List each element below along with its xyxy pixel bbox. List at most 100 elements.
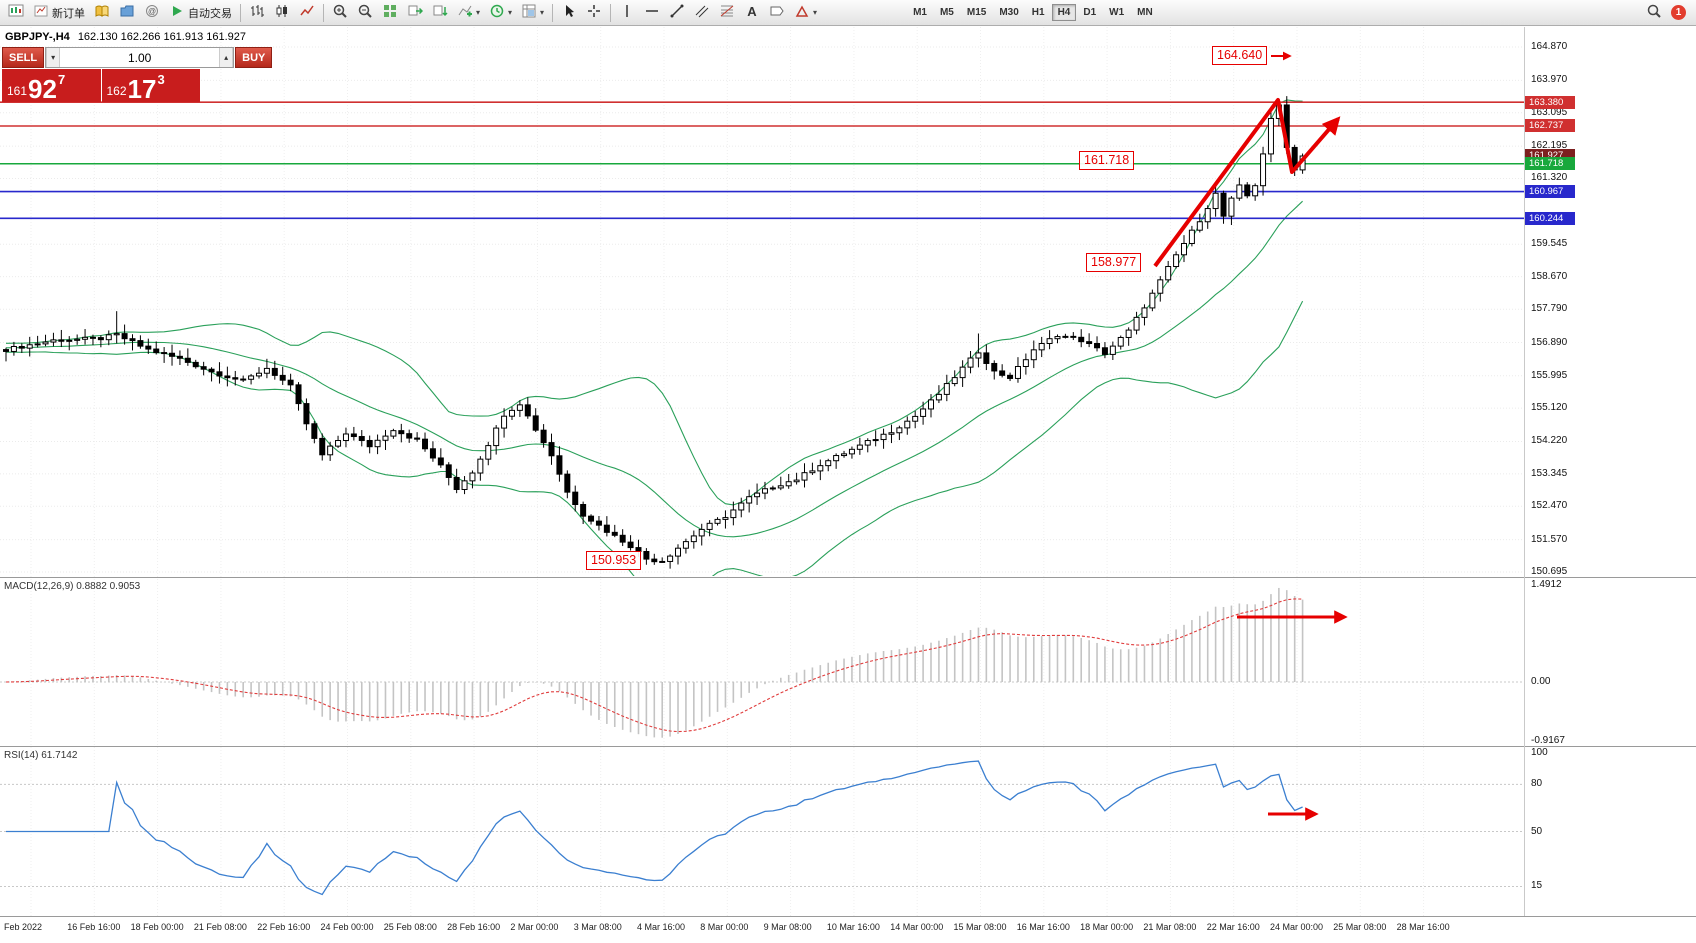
- new-order-label: 新订单: [52, 7, 85, 20]
- new-chart-button[interactable]: [4, 2, 28, 24]
- chart-header: GBPJPY-,H4 162.130 162.266 161.913 161.92…: [5, 31, 246, 43]
- indicators-button[interactable]: ▾: [453, 2, 484, 24]
- rsi-axis-label: 100: [1531, 747, 1548, 758]
- price-tick: 161.320: [1531, 172, 1568, 184]
- candle-chart-mode-button[interactable]: [270, 2, 294, 24]
- sell-price-main: 161: [7, 84, 28, 98]
- timeframe-d1-button[interactable]: D1: [1077, 4, 1102, 21]
- auto-trading-label: 自动交易: [188, 7, 232, 20]
- timeframe-mn-button[interactable]: MN: [1131, 4, 1159, 21]
- expert-icon: @: [144, 3, 160, 22]
- time-label: 18 Mar 00:00: [1080, 922, 1134, 932]
- chevron-down-icon: ▾: [508, 8, 513, 17]
- candles: [3, 96, 1306, 569]
- volume-control: ▾ ▴: [45, 47, 235, 68]
- price-annotation[interactable]: 158.977: [1086, 253, 1142, 272]
- ohlc-values: 162.130 162.266 161.913 161.927: [77, 31, 247, 43]
- equidistant-channel-button[interactable]: [690, 2, 714, 24]
- timeframe-m1-button[interactable]: M1: [907, 4, 933, 21]
- text-button[interactable]: A: [740, 2, 764, 24]
- buy-price-display[interactable]: 162 17 3: [101, 69, 200, 102]
- macd-axis-label: -0.9167: [1531, 735, 1565, 747]
- linechart-icon: [299, 3, 315, 22]
- templates-button[interactable]: ▾: [517, 2, 548, 24]
- volume-decrement-button[interactable]: ▾: [46, 48, 61, 67]
- price-axis[interactable]: 164.870 163.970 163.095 162.195 161.320 159.5…: [1524, 26, 1696, 917]
- crosshair-button[interactable]: [582, 2, 606, 24]
- search-icon: [1646, 3, 1662, 22]
- cursor-button[interactable]: [557, 2, 581, 24]
- macd-indicator-label: MACD(12,26,9) 0.8882 0.9053: [4, 581, 141, 592]
- volume-input[interactable]: [60, 48, 220, 67]
- time-label: Feb 2022: [4, 922, 43, 932]
- volume-increment-button[interactable]: ▴: [219, 48, 234, 67]
- zoom-out-button[interactable]: [353, 2, 377, 24]
- time-label: 3 Mar 08:00: [573, 922, 622, 932]
- price-annotation[interactable]: 164.640: [1212, 46, 1268, 65]
- timeframe-m15-button[interactable]: M15: [961, 4, 992, 21]
- horizontal-line-button[interactable]: [640, 2, 664, 24]
- fibonacci-button[interactable]: [715, 2, 739, 24]
- toolbar-separator: [323, 3, 324, 22]
- buy-price-sup: 3: [157, 72, 165, 87]
- price-tick: 154.220: [1531, 435, 1568, 447]
- arrows-objects-button[interactable]: ▾: [790, 2, 821, 24]
- time-label: 9 Mar 08:00: [763, 922, 812, 932]
- folder-icon: [119, 3, 135, 22]
- price-tick: 150.695: [1531, 565, 1568, 577]
- expert-advisors-button[interactable]: @: [140, 2, 164, 24]
- timeframe-h1-button[interactable]: H1: [1026, 4, 1051, 21]
- price-tick: 156.890: [1531, 336, 1568, 348]
- line-chart-mode-button[interactable]: [295, 2, 319, 24]
- price-badge-163.380: 163.380: [1525, 95, 1575, 109]
- rsi-indicator-label: RSI(14) 61.7142: [4, 750, 78, 761]
- trend-zigzag-arrow[interactable]: [1153, 98, 1341, 268]
- chart-shift-button[interactable]: [428, 2, 452, 24]
- sell-price-big: 92: [28, 73, 57, 104]
- time-axis[interactable]: Feb 2022 16 Feb 16:00 18 Feb 00:00 21 Feb 0…: [0, 917, 1524, 943]
- time-label: 16 Mar 16:00: [1016, 922, 1070, 932]
- new-order-button[interactable]: 新订单: [29, 2, 89, 24]
- market-watch-button[interactable]: [90, 2, 114, 24]
- timeframe-m30-button[interactable]: M30: [993, 4, 1024, 21]
- timeframe-w1-button[interactable]: W1: [1103, 4, 1130, 21]
- price-annotation[interactable]: 161.718: [1079, 151, 1135, 170]
- search-button[interactable]: [1642, 2, 1666, 24]
- macd-signal-line: [5, 598, 1303, 733]
- vertical-line-button[interactable]: [615, 2, 639, 24]
- drawn-arrows: [1153, 51, 1348, 821]
- price-annotation[interactable]: 150.953: [586, 551, 642, 570]
- auto-trading-button[interactable]: 自动交易: [165, 2, 236, 24]
- timeframe-m5-button[interactable]: M5: [934, 4, 960, 21]
- sell-button[interactable]: SELL: [2, 47, 45, 68]
- zoomout-icon: [357, 3, 373, 22]
- time-label: 4 Mar 16:00: [637, 922, 686, 932]
- price-badge-160.967: 160.967: [1525, 185, 1575, 199]
- text-label-button[interactable]: [765, 2, 789, 24]
- chevron-up-icon: ▴: [224, 53, 229, 62]
- zoom-in-button[interactable]: [328, 2, 352, 24]
- buy-price-main: 162: [106, 84, 127, 98]
- auto-scroll-button[interactable]: [403, 2, 427, 24]
- price-tick: 164.870: [1531, 41, 1568, 52]
- toolbar-separator: [610, 3, 612, 22]
- buy-button[interactable]: BUY: [235, 47, 273, 68]
- price-tick: 155.120: [1531, 402, 1568, 414]
- tile-windows-button[interactable]: [378, 2, 402, 24]
- crosshair-icon: [586, 3, 602, 22]
- book-icon: [94, 3, 110, 22]
- time-label: 21 Mar 08:00: [1143, 922, 1197, 932]
- timeframe-h4-button[interactable]: H4: [1051, 4, 1077, 21]
- periods-button[interactable]: ▾: [485, 2, 516, 24]
- time-label: 28 Mar 16:00: [1396, 922, 1450, 932]
- data-window-button[interactable]: [115, 2, 139, 24]
- bar-chart-mode-button[interactable]: [245, 2, 269, 24]
- trendline-button[interactable]: [665, 2, 689, 24]
- svg-text:A: A: [747, 4, 757, 19]
- sell-price-display[interactable]: 161 92 7: [2, 69, 101, 102]
- time-label: 24 Mar 00:00: [1270, 922, 1324, 932]
- price-tick: 162.195: [1531, 140, 1568, 152]
- notification-badge[interactable]: 1: [1671, 5, 1686, 20]
